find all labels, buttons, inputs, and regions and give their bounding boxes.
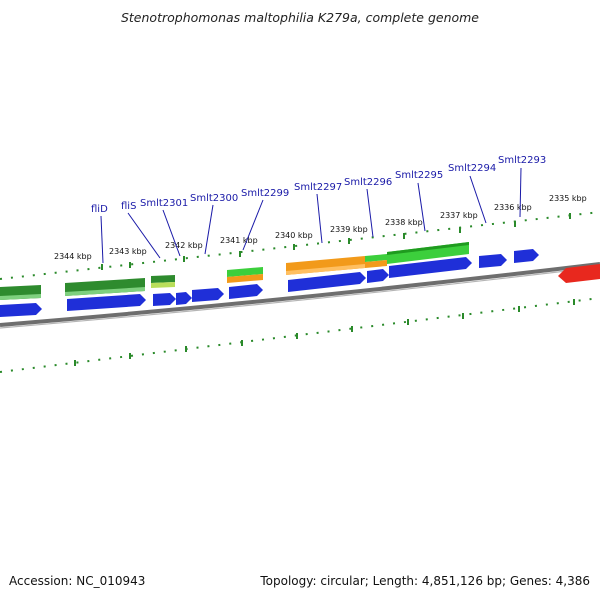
cds-reverse-red	[558, 264, 600, 283]
cds-arrow	[0, 303, 42, 317]
cds-flis	[153, 293, 176, 306]
outer-tick-dots	[0, 211, 600, 280]
leader-smlt2297	[316, 193, 323, 244]
kbp-tick-label: 2339 kbp	[330, 225, 368, 234]
cds-track	[0, 249, 600, 317]
feature-smlt2297-shade	[286, 264, 365, 275]
kbp-tick-label: 2336 kbp	[494, 203, 532, 212]
feature-smlt2296	[365, 254, 387, 262]
gene-label-smlt2293[interactable]: Smlt2293	[498, 155, 546, 166]
kbp-tick-label: 2342 kbp	[165, 241, 203, 250]
leader-smlt2301	[162, 209, 181, 257]
gene-label-smlt2300[interactable]: Smlt2300	[190, 193, 238, 204]
gene-label-smlt2295[interactable]: Smlt2295	[395, 170, 443, 181]
kbp-tick-label: 2340 kbp	[275, 231, 313, 240]
cds-smlt2294	[479, 254, 507, 268]
outer-tick-ring	[0, 211, 600, 280]
backbone-line	[0, 262, 600, 327]
leader-flis	[127, 212, 161, 259]
cds-smlt2301	[176, 292, 192, 305]
cds-smlt2299	[229, 284, 263, 299]
kbp-tick-label: 2337 kbp	[440, 211, 478, 220]
kbp-tick-label: 2344 kbp	[54, 252, 92, 261]
leader-smlt2299	[242, 199, 264, 251]
kbp-tick-label: 2341 kbp	[220, 236, 258, 245]
gene-label-leaders	[100, 167, 522, 264]
feature-flis	[151, 275, 175, 283]
leader-smlt2296	[366, 188, 374, 238]
feature-smlt2296-orange	[365, 260, 387, 268]
cds-smlt2295	[389, 257, 472, 278]
feature-smlt2299-orange	[227, 274, 263, 283]
feature-smlt2299	[227, 267, 263, 277]
kbp-tick-label: 2343 kbp	[109, 247, 147, 256]
cds-smlt2297	[288, 272, 366, 292]
inner-tick-dots	[0, 297, 600, 373]
gene-label-flid[interactable]: fliD	[91, 204, 108, 215]
gene-label-smlt2299[interactable]: Smlt2299	[241, 188, 289, 199]
genome-summary: Topology: circular; Length: 4,851,126 bp…	[260, 574, 590, 588]
inner-tick-ring	[0, 297, 600, 373]
backbone-shadow	[0, 266, 600, 329]
gene-label-smlt2297[interactable]: Smlt2297	[294, 182, 342, 193]
leader-smlt2295	[417, 182, 426, 232]
feature-flis-yellow	[151, 282, 175, 288]
cds-flid	[67, 294, 146, 311]
cds-smlt2300	[192, 288, 224, 302]
feature-track-outer	[0, 242, 469, 300]
leader-smlt2293	[519, 167, 522, 218]
genome-backbone	[0, 262, 600, 329]
kbp-tick-labels: 2344 kbp 2343 kbp 2342 kbp 2341 kbp 2340…	[54, 194, 587, 261]
kbp-tick-label: 2338 kbp	[385, 218, 423, 227]
kbp-tick-label: 2335 kbp	[549, 194, 587, 203]
gene-label-smlt2296[interactable]: Smlt2296	[344, 177, 392, 188]
leader-smlt2294	[469, 175, 487, 224]
cds-smlt2296	[367, 269, 389, 283]
feature-rrna-left-shade	[0, 294, 41, 300]
gene-label-smlt2301[interactable]: Smlt2301	[140, 198, 188, 209]
feature-flid-shade	[65, 287, 145, 296]
leader-flid	[100, 215, 104, 264]
genome-title: Stenotrophomonas maltophilia K279a, comp…	[120, 10, 480, 25]
gene-label-flis[interactable]: fliS	[121, 201, 136, 212]
cds-smlt2293	[514, 249, 539, 263]
gene-label-smlt2294[interactable]: Smlt2294	[448, 163, 496, 174]
leader-smlt2300	[204, 204, 214, 255]
gene-labels: fliD fliS Smlt2301 Smlt2300 Smlt2299 Sml…	[91, 155, 546, 215]
accession-label: Accession: NC_010943	[9, 574, 146, 588]
feature-smlt2295-shade	[387, 242, 469, 255]
